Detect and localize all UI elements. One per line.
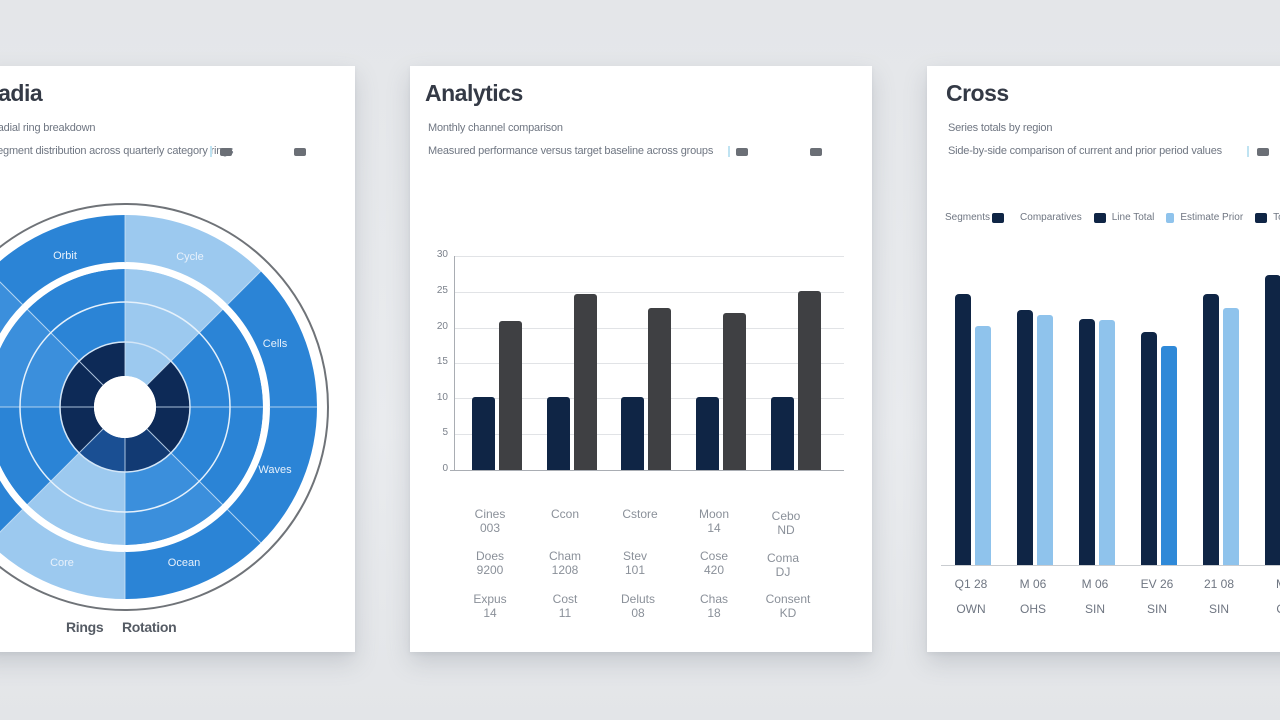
category-label: Cose 420 bbox=[699, 549, 728, 577]
category-label: Cost 11 bbox=[552, 592, 578, 620]
bar-measured-5[interactable] bbox=[798, 291, 821, 470]
legend-marker bbox=[728, 146, 730, 157]
y-tick-label: 5 bbox=[442, 427, 448, 438]
category-label: Coma DJ bbox=[766, 551, 799, 579]
category-label: Expus 14 bbox=[473, 592, 507, 620]
legend-item[interactable]: Comparatives bbox=[1020, 212, 1082, 223]
y-axis bbox=[454, 256, 455, 471]
x-tick-label: M 06 OHS bbox=[1019, 577, 1047, 616]
panel-description: Measured performance versus target basel… bbox=[428, 145, 714, 157]
category-label: Stev 101 bbox=[622, 549, 647, 577]
category-label: Consent KD bbox=[765, 592, 811, 620]
category-label: Cham 1208 bbox=[548, 549, 581, 577]
segment-label: Cells bbox=[262, 338, 288, 350]
y-tick-label: 15 bbox=[436, 356, 448, 367]
legend-chip[interactable] bbox=[220, 148, 232, 156]
segment-label: Ocean bbox=[167, 557, 201, 569]
segment-label: Waves bbox=[258, 464, 292, 476]
bar-baseline-2[interactable] bbox=[547, 397, 570, 470]
legend-item: Rings bbox=[66, 619, 104, 635]
bar-measured-1[interactable] bbox=[499, 321, 522, 470]
chart-legend: Segments Comparatives Line Total Estimat… bbox=[945, 212, 1280, 223]
panel-title: Cross bbox=[946, 80, 1009, 106]
bar-baseline-5[interactable] bbox=[771, 397, 794, 470]
legend-label: Line Total bbox=[1111, 212, 1155, 223]
bar-baseline-1[interactable] bbox=[472, 397, 495, 470]
bar-prior-4[interactable] bbox=[1161, 346, 1177, 565]
legend-item[interactable]: Estimate Prior bbox=[1164, 212, 1243, 223]
legend-label: Totals bbox=[1273, 212, 1280, 223]
bar-baseline-3[interactable] bbox=[621, 397, 644, 470]
x-tick-label: EV 26 SIN bbox=[1140, 577, 1174, 616]
legend-item: Rotation bbox=[122, 619, 177, 635]
category-label: Cstore bbox=[622, 507, 658, 521]
panel-subtitle: Series totals by region bbox=[948, 122, 1053, 134]
legend-marker bbox=[210, 146, 212, 157]
bar-prior-1[interactable] bbox=[975, 326, 991, 565]
legend-swatch bbox=[992, 212, 1005, 223]
gridline bbox=[454, 292, 844, 293]
panel-subtitle: Monthly channel comparison bbox=[428, 122, 563, 134]
x-tick-label: M 06 SIN bbox=[1081, 577, 1109, 616]
segment-label: Cycle bbox=[176, 251, 204, 263]
bar-measured-2[interactable] bbox=[574, 294, 597, 470]
segment-label: Core bbox=[50, 557, 74, 569]
legend-marker bbox=[1247, 146, 1249, 157]
legend-item[interactable]: Line Total bbox=[1092, 212, 1155, 223]
bar-measured-4[interactable] bbox=[723, 313, 746, 470]
y-tick-label: 25 bbox=[436, 285, 448, 296]
legend-label: Estimate Prior bbox=[1180, 212, 1244, 223]
bar-baseline-4[interactable] bbox=[696, 397, 719, 470]
category-label: Ccon bbox=[550, 507, 579, 521]
radial-chart-panel: Radia Radial ring breakdown Segment dist… bbox=[0, 66, 355, 652]
bar-current-5[interactable] bbox=[1203, 294, 1219, 565]
panel-subtitle: Radial ring breakdown bbox=[0, 122, 96, 134]
y-tick-label: 10 bbox=[436, 392, 448, 403]
comparison-chart-panel: Cross Series totals by region Side-by-si… bbox=[927, 66, 1280, 652]
category-label: Cebo ND bbox=[771, 509, 801, 537]
segment-label: Orbit bbox=[53, 250, 77, 262]
category-label: Chas 18 bbox=[699, 592, 728, 620]
bar-prior-3[interactable] bbox=[1099, 320, 1115, 565]
category-label: Deluts 08 bbox=[620, 592, 655, 620]
category-label: Cines 003 bbox=[474, 507, 506, 535]
legend-label: Comparatives bbox=[1020, 212, 1082, 223]
bar-current-3[interactable] bbox=[1079, 319, 1095, 565]
category-label: Moon 14 bbox=[698, 507, 730, 535]
gridline bbox=[454, 256, 844, 257]
bar-chart-panel: Analytics Monthly channel comparison Mea… bbox=[410, 66, 872, 652]
panel-title: Analytics bbox=[425, 80, 523, 106]
legend-chip[interactable] bbox=[736, 148, 748, 156]
bar-current-1[interactable] bbox=[955, 294, 971, 565]
panel-description: Side-by-side comparison of current and p… bbox=[948, 145, 1222, 157]
y-tick-label: 0 bbox=[442, 463, 448, 474]
panel-title: Radia bbox=[0, 80, 43, 106]
legend-label: Segments bbox=[945, 212, 991, 223]
bar-measured-3[interactable] bbox=[648, 308, 671, 470]
bar-current-4[interactable] bbox=[1141, 332, 1157, 565]
legend-swatch bbox=[1166, 212, 1175, 223]
bar-current-6[interactable] bbox=[1265, 275, 1280, 565]
category-label: Does 9200 bbox=[475, 549, 504, 577]
x-tick-label: 21 08 SIN bbox=[1203, 577, 1235, 616]
x-tick-label: Q1 28 OWN bbox=[954, 577, 988, 616]
radial-chart bbox=[0, 203, 329, 611]
panel-description: Segment distribution across quarterly ca… bbox=[0, 145, 234, 157]
legend-swatch bbox=[1093, 212, 1106, 223]
y-tick-label: 30 bbox=[436, 249, 448, 260]
legend-item[interactable]: Totals bbox=[1253, 212, 1280, 223]
bar-prior-5[interactable] bbox=[1223, 308, 1239, 565]
menu-chip[interactable] bbox=[810, 148, 822, 156]
x-axis bbox=[450, 470, 844, 471]
x-tick-label: M O bbox=[1253, 572, 1280, 622]
x-axis bbox=[941, 565, 1280, 566]
legend-swatch bbox=[1255, 212, 1268, 223]
menu-chip[interactable] bbox=[294, 148, 306, 156]
bar-current-2[interactable] bbox=[1017, 310, 1033, 565]
y-tick-label: 20 bbox=[436, 321, 448, 332]
bar-prior-2[interactable] bbox=[1037, 315, 1053, 565]
legend-chip[interactable] bbox=[1257, 148, 1269, 156]
legend-item[interactable]: Segments bbox=[945, 212, 1010, 223]
